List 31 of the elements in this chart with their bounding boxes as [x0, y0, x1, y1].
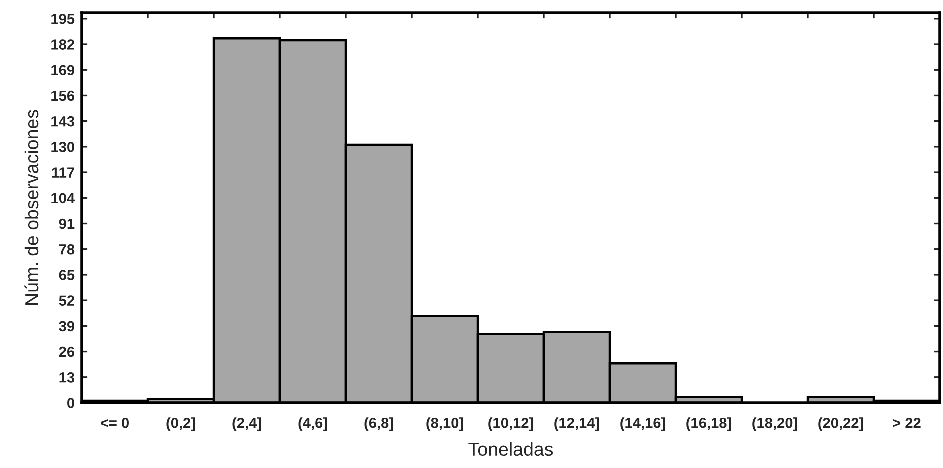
y-tick-label: 195	[52, 14, 75, 24]
x-tick-label: (18,20]	[752, 418, 798, 432]
y-tick-label: 156	[52, 90, 75, 102]
y-tick-label: 117	[52, 168, 74, 178]
x-tick-label: <= 0	[101, 418, 129, 428]
x-tick-label: (4,6]	[298, 418, 328, 432]
y-tick-label: 78	[59, 244, 75, 255]
y-tick-label: 143	[52, 116, 75, 127]
y-tick-label: 65	[59, 270, 75, 280]
y-tick-label: 130	[52, 142, 74, 152]
y-tick-label: 26	[59, 346, 75, 358]
y-tick-label: 0	[68, 398, 74, 408]
x-tick-label: (20,22]	[818, 418, 864, 432]
y-tick-label: 52	[59, 296, 74, 306]
x-tick-label: (2,4]	[232, 418, 262, 432]
x-tick-label: (8,10]	[426, 418, 464, 432]
y-tick-label: 39	[59, 321, 75, 332]
x-tick-label: (10,12]	[488, 418, 534, 432]
y-tick-label: 13	[60, 372, 75, 383]
x-tick-label: (16,18]	[686, 418, 732, 432]
y-tick-label: 182	[52, 40, 74, 50]
y-tick-label: 91	[59, 218, 75, 230]
x-tick-label: (0,2]	[166, 418, 196, 432]
x-tick-label: (14,16]	[620, 418, 666, 432]
y-axis-title: Núm. de observaciones	[24, 110, 39, 305]
x-tick-label: (6,8]	[364, 418, 394, 432]
x-tick-label: > 22	[893, 418, 921, 428]
y-tick-label: 169	[52, 65, 75, 76]
x-axis-title: Toneladas	[468, 442, 554, 456]
x-tick-label: (12,14]	[554, 418, 600, 432]
y-tick-label: 104	[52, 193, 75, 204]
